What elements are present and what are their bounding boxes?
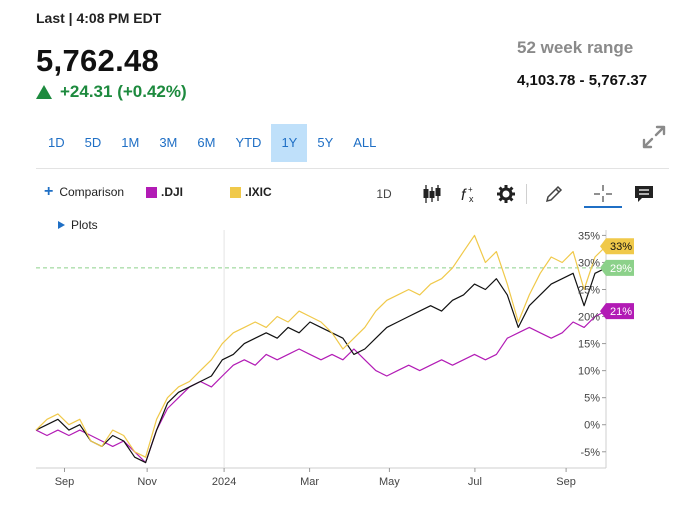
range-tab-6m[interactable]: 6M: [197, 135, 216, 150]
legend-ixic[interactable]: .IXIC: [230, 185, 272, 199]
toolbar-divider: [526, 184, 527, 204]
x-tick-label: Mar: [300, 476, 319, 488]
week-range-value: 4,103.78 - 5,767.37: [517, 72, 648, 89]
chart-grid: [36, 230, 607, 469]
gear-icon[interactable]: [494, 182, 518, 206]
legend-swatch: [146, 186, 157, 198]
y-tick-label: 0%: [584, 420, 600, 432]
interval-button[interactable]: 1D: [376, 187, 392, 201]
svg-text:f: f: [461, 187, 467, 204]
badge-label: 33%: [610, 241, 632, 253]
x-tick-label: Nov: [137, 476, 157, 488]
caret-right-icon: [58, 221, 65, 229]
range-tab-3m[interactable]: 3M: [159, 135, 178, 150]
series-line: [35, 267, 607, 464]
comparison-button[interactable]: + Comparison: [44, 183, 125, 200]
expand-icon[interactable]: [641, 124, 667, 150]
value-badges: 33% 29% 21%: [600, 238, 634, 320]
price-change: +24.31 (+0.42%): [36, 82, 187, 102]
legend-label: .IXIC: [245, 185, 272, 199]
price-chart[interactable]: 35% 30% 25% 20% 15% 10% 5% 0% -5% Sep Nov 2024 Mar M…: [0, 210, 685, 510]
y-tick-label: 35%: [578, 230, 600, 242]
legend-label: .DJI: [161, 185, 184, 199]
y-tick-label: 30%: [578, 257, 600, 269]
range-tab-5d[interactable]: 5D: [84, 135, 102, 150]
last-price: 5,762.48: [36, 43, 160, 78]
candlestick-icon[interactable]: [420, 182, 444, 206]
badge-label: 21%: [610, 306, 632, 318]
week-range-label: 52 week range: [517, 38, 634, 57]
series-line: [35, 310, 607, 464]
plots-toggle[interactable]: Plots: [58, 218, 98, 232]
range-tab-1y[interactable]: 1Y: [271, 124, 308, 162]
svg-text:+: +: [468, 185, 473, 194]
y-tick-label: 20%: [578, 312, 600, 324]
range-tab-all[interactable]: ALL: [353, 135, 377, 150]
crosshair-icon[interactable]: [584, 182, 622, 208]
badge-shape: [600, 259, 634, 276]
y-tick-label: 5%: [584, 393, 600, 405]
x-axis: Sep Nov 2024 Mar May Jul Sep: [55, 468, 576, 488]
svg-text:x: x: [469, 194, 474, 204]
value-badge: 21%: [600, 303, 634, 320]
badge-label: 29%: [610, 263, 632, 275]
function-icon[interactable]: f + x: [456, 182, 480, 206]
up-arrow-icon: [36, 85, 52, 99]
y-axis: 35% 30% 25% 20% 15% 10% 5% 0% -5%: [578, 230, 606, 459]
range-tabs: 1D 5D 1M 3M 6M YTD 1Y 5Y ALL: [38, 124, 386, 162]
range-tab-ytd[interactable]: YTD: [235, 135, 262, 150]
y-tick-label: 10%: [578, 366, 600, 378]
plots-label: Plots: [71, 218, 98, 232]
badge-shape: [600, 303, 634, 320]
legend-swatch: [230, 186, 241, 198]
price-change-text: +24.31 (+0.42%): [60, 82, 187, 101]
x-tick-label: Sep: [55, 476, 75, 488]
value-badge: 29%: [600, 259, 634, 276]
y-tick-label: -5%: [580, 447, 600, 459]
x-tick-label: May: [379, 476, 400, 488]
legend-dji[interactable]: .DJI: [146, 185, 183, 199]
plus-icon: +: [44, 183, 54, 200]
comment-icon[interactable]: [632, 182, 656, 206]
range-tab-1d[interactable]: 1D: [48, 135, 65, 150]
range-tab-5y[interactable]: 5Y: [317, 135, 334, 150]
chart-toolbar: + Comparison .DJI .IXIC 1D f + x: [44, 182, 664, 208]
value-badge: 33%: [600, 238, 634, 255]
x-tick-label: 2024: [212, 476, 236, 488]
x-tick-label: Sep: [556, 476, 576, 488]
y-tick-label: 25%: [578, 285, 600, 297]
divider: [36, 168, 669, 169]
chart-series: [35, 234, 607, 464]
badge-shape: [600, 238, 634, 255]
range-tab-1m[interactable]: 1M: [121, 135, 140, 150]
last-timestamp: Last | 4:08 PM EDT: [36, 10, 162, 26]
comparison-label: Comparison: [59, 185, 125, 199]
y-tick-label: 15%: [578, 339, 600, 351]
series-line: [35, 234, 607, 458]
x-tick-label: Jul: [468, 476, 482, 488]
pencil-icon[interactable]: [542, 182, 566, 206]
